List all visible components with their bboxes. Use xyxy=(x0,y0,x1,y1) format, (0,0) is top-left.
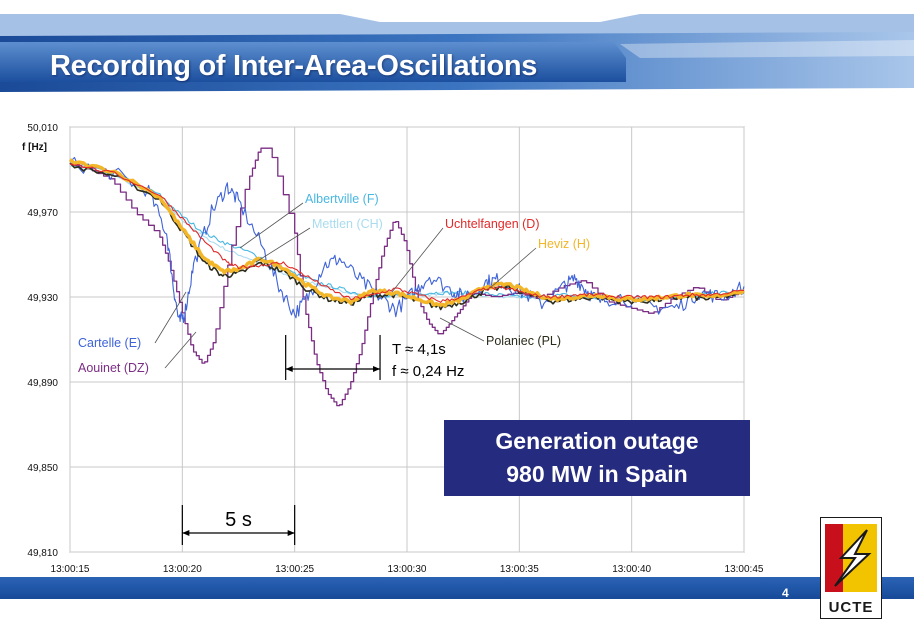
chart-series-labels: Albertville (F) Mettlen (CH) Uchtelfangen … xyxy=(78,192,590,375)
x-tick-label: 13:00:20 xyxy=(163,564,202,575)
callout-line-2: 980 MW in Spain xyxy=(506,461,688,487)
y-tick-label: 49,890 xyxy=(27,378,58,389)
series-label: Heviz (H) xyxy=(538,237,590,251)
y-tick-label: 50,010 xyxy=(27,123,58,134)
generation-outage-callout: Generation outage 980 MW in Spain xyxy=(444,420,750,496)
slide-title: Recording of Inter-Area-Oscillations xyxy=(50,50,538,82)
title-banner xyxy=(0,0,914,100)
label-leader-line xyxy=(164,331,197,369)
series-label: Albertville (F) xyxy=(305,192,379,206)
label-leader-line xyxy=(239,202,304,249)
page-number: 4 xyxy=(782,586,789,600)
series-label: Mettlen (CH) xyxy=(312,217,383,231)
label-leader-line xyxy=(439,317,485,342)
chart-series xyxy=(68,147,745,407)
series-line xyxy=(69,163,745,303)
label-leader-line xyxy=(489,247,537,289)
series-label: Polaniec (PL) xyxy=(486,334,561,348)
ucte-emblem-icon xyxy=(825,524,877,592)
series-label: Cartelle (E) xyxy=(78,336,141,350)
span-arrowhead-left xyxy=(182,530,190,536)
x-tick-label: 13:00:25 xyxy=(275,564,314,575)
chart-axes: 50,010 49,970 49,930 49,890 49,850 49,810 13:0… xyxy=(22,123,764,575)
series-label: Uchtelfangen (D) xyxy=(445,217,540,231)
span-arrowhead-right xyxy=(287,530,295,536)
callout-line-1: Generation outage xyxy=(495,428,699,454)
series-label: Aouinet (DZ) xyxy=(78,361,149,375)
y-tick-label: 49,930 xyxy=(27,293,58,304)
x-tick-label: 13:00:35 xyxy=(500,564,539,575)
y-tick-label: 49,810 xyxy=(27,548,58,559)
span-label: 5 s xyxy=(225,509,252,531)
x-tick-label: 13:00:15 xyxy=(51,564,90,575)
chart-annotations: T ≈ 4,1s f ≈ 0,24 Hz 5 s xyxy=(181,335,464,545)
chart-grid xyxy=(69,126,745,553)
x-tick-label: 13:00:45 xyxy=(725,564,764,575)
period-label: T ≈ 4,1s xyxy=(392,341,446,358)
x-tick-label: 13:00:40 xyxy=(612,564,651,575)
y-axis-label: f [Hz] xyxy=(22,142,47,153)
period-arrowhead-right xyxy=(373,366,381,372)
frequency-label: f ≈ 0,24 Hz xyxy=(392,363,464,380)
logo-text: UCTE xyxy=(828,599,874,616)
label-leader-line xyxy=(391,227,444,293)
period-arrowhead-left xyxy=(285,366,293,372)
label-leader-line xyxy=(154,291,187,344)
y-tick-label: 49,970 xyxy=(27,208,58,219)
frequency-chart: 50,010 49,970 49,930 49,890 49,850 49,810 13:0… xyxy=(22,123,764,575)
ucte-logo: UCTE xyxy=(820,517,882,619)
x-tick-label: 13:00:30 xyxy=(388,564,427,575)
label-leader-line xyxy=(255,227,311,263)
y-tick-label: 49,850 xyxy=(27,463,58,474)
footer-bar xyxy=(0,577,914,629)
series-line xyxy=(68,158,745,308)
